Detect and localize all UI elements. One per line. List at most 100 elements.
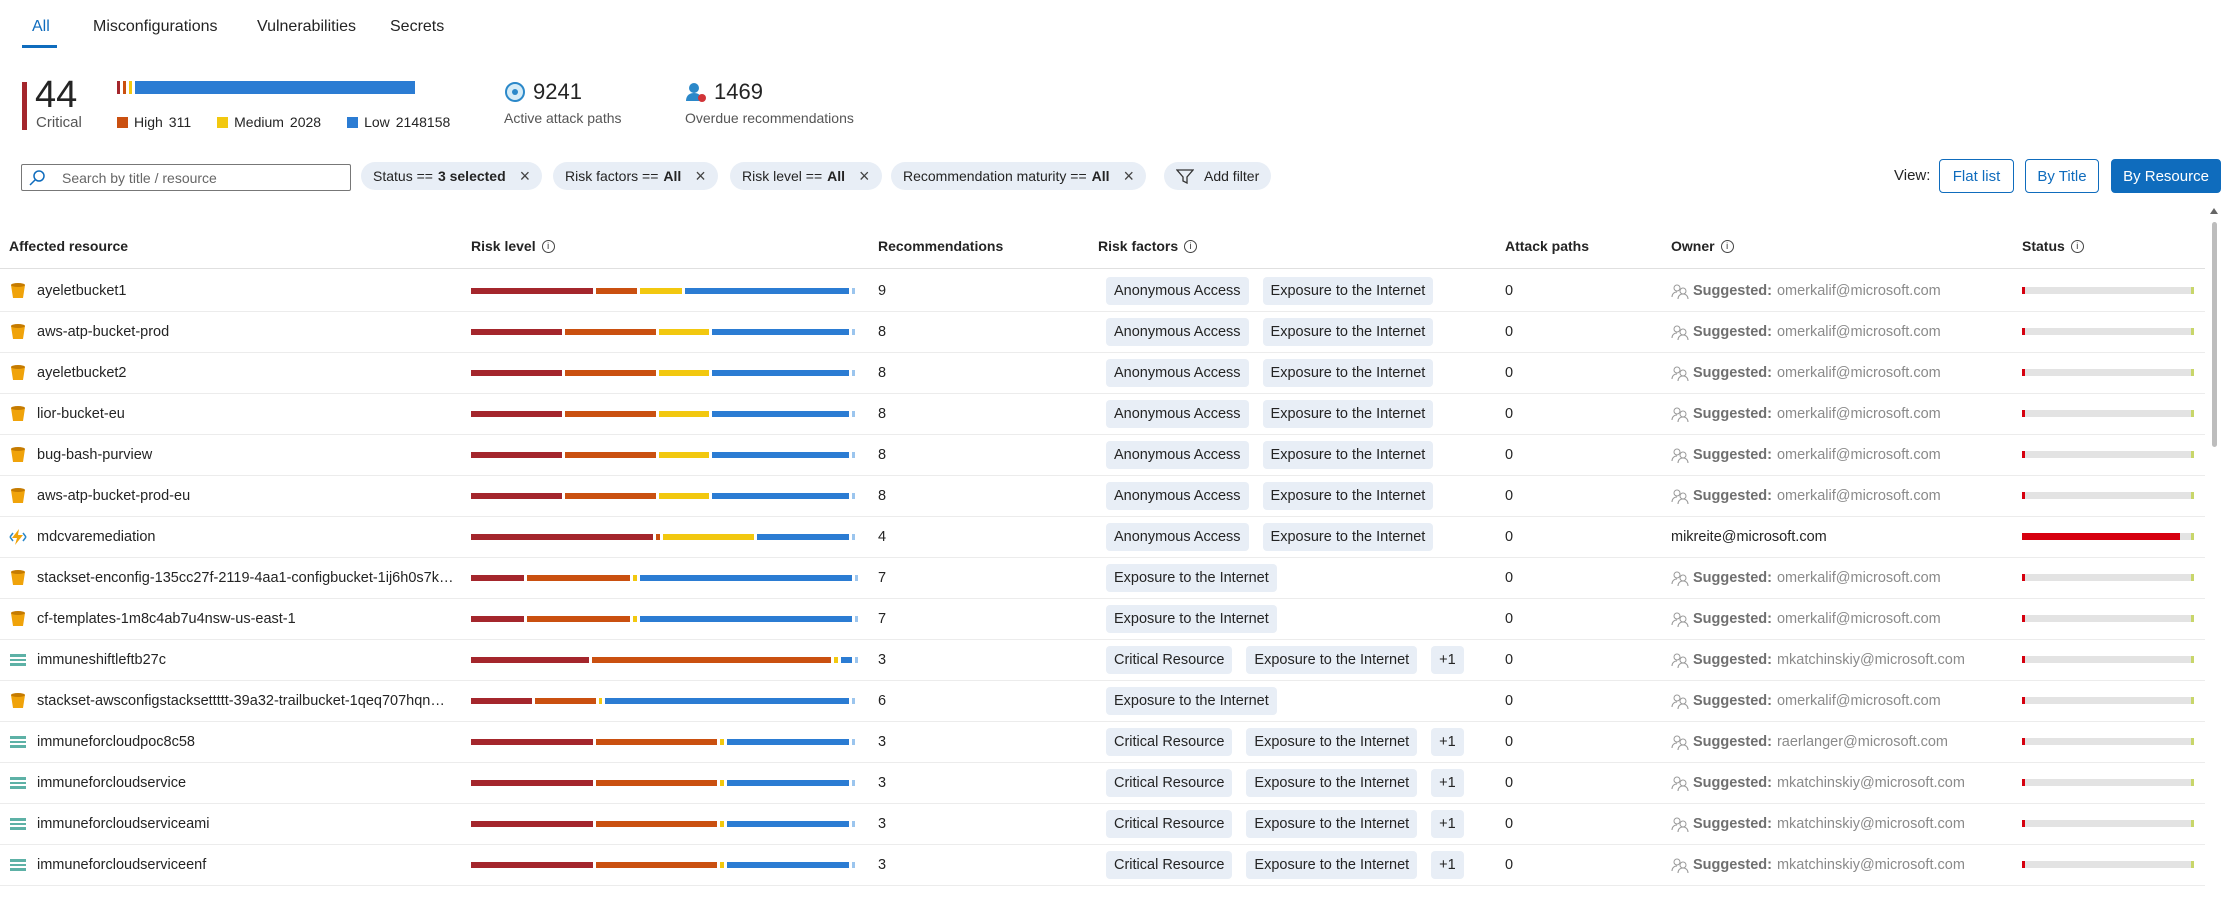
filter-pill[interactable]: Status == 3 selected ×: [361, 162, 543, 190]
tab[interactable]: Misconfigurations: [93, 18, 218, 35]
table-row[interactable]: ayeletbucket2 8 Anonymous Access Exposure t…: [0, 352, 2205, 394]
attack-paths: 0: [1505, 856, 1514, 873]
tab[interactable]: Secrets: [390, 18, 445, 35]
risk-cell: [471, 844, 861, 885]
filter-remove[interactable]: ×: [1123, 165, 1135, 186]
table-row[interactable]: immuneforcloudserviceami 3 Critical Resour…: [0, 803, 2205, 845]
resource-name: stackset-awsconfigstacksettttt-39a32-tra…: [37, 692, 445, 709]
risk-factor-chip: Anonymous Access: [1106, 440, 1249, 469]
filter-remove[interactable]: ×: [695, 165, 706, 186]
header-divider: [0, 268, 2205, 269]
suggested-label: Suggested:: [1693, 569, 1772, 586]
risk-factor-chip: Exposure to the Internet: [1262, 358, 1434, 387]
risk-segment: [685, 287, 849, 294]
risk-factor-chip: Anonymous Access: [1106, 358, 1249, 387]
filter-pill[interactable]: Risk level == All ×: [730, 162, 882, 190]
filter-pill[interactable]: Recommendation maturity == All ×: [891, 162, 1147, 190]
overdue-icon: [686, 83, 706, 102]
people-icon: [1671, 448, 1689, 463]
status-track: [2022, 615, 2194, 622]
table-row[interactable]: mdcvaremediation 4 Anonymous Access Exposur…: [0, 516, 2205, 558]
risk-end: [851, 861, 855, 868]
status-fill: [2022, 451, 2025, 458]
status-fill: [2022, 615, 2025, 622]
status-end: [2191, 492, 2194, 499]
view-label: View:: [1894, 167, 1931, 184]
status-fill: [2022, 287, 2025, 294]
table-row[interactable]: immuneforcloudserviceenf 3 Critical Resour…: [0, 844, 2205, 886]
status-fill: [2022, 574, 2025, 581]
table-row[interactable]: stackset-awsconfigstacksettttt-39a32-tra…: [0, 680, 2205, 722]
filter-value: All: [827, 168, 846, 184]
table-row[interactable]: cf-templates-1m8c4ab7u4nsw-us-east-1 7 Exp…: [0, 598, 2205, 640]
column-header[interactable]: Risk factors i: [1098, 238, 1198, 254]
status-fill: [2022, 328, 2025, 335]
resource-icon: [11, 446, 25, 462]
risk-factor-chip: Exposure to the Internet: [1262, 317, 1434, 346]
legend-item: Low 2148158: [347, 114, 450, 130]
status-end: [2191, 820, 2194, 827]
search-box[interactable]: Search by title / resource: [21, 164, 351, 191]
table-row[interactable]: immuneshiftleftb27c 3 Critical Resource Exp…: [0, 639, 2205, 681]
column-header[interactable]: Affected resource: [9, 238, 128, 254]
resource-cell: lior-bucket-eu: [9, 393, 125, 434]
attack-paths: 0: [1505, 733, 1514, 750]
legend-item: High 311: [117, 114, 191, 130]
owner: Suggested: omerkalif@microsoft.com: [1671, 557, 1941, 598]
filter-pill[interactable]: Risk factors == All ×: [553, 162, 718, 190]
view-button[interactable]: By Resource: [2111, 159, 2221, 193]
add-filter-label: Add filter: [1204, 168, 1260, 184]
filter-remove[interactable]: ×: [519, 165, 531, 186]
column-header[interactable]: Status i: [2022, 238, 2084, 254]
risk-factors: Anonymous Access Exposure to the Internet: [1106, 516, 1447, 557]
risk-end: [855, 574, 859, 581]
table-row[interactable]: aws-atp-bucket-prod-eu 8 Anonymous Access E…: [0, 475, 2205, 517]
search-icon: [29, 169, 45, 186]
risk-segment: [659, 492, 709, 499]
view-button[interactable]: Flat list: [1939, 159, 2014, 193]
recommendations: 6: [878, 692, 887, 709]
risk-segment: [471, 615, 525, 622]
tab[interactable]: All: [32, 18, 50, 35]
table-row[interactable]: aws-atp-bucket-prod 8 Anonymous Access Expo…: [0, 311, 2205, 353]
owner-email: omerkalif@microsoft.com: [1776, 610, 1941, 627]
risk-segment: [726, 820, 849, 827]
column-header-label: Attack paths: [1505, 238, 1590, 254]
column-header[interactable]: Owner i: [1671, 238, 1734, 254]
status-end: [2191, 861, 2194, 868]
status-track: [2022, 779, 2194, 786]
owner-email: mkatchinskiy@microsoft.com: [1776, 856, 1965, 873]
risk-factor-chip: Critical Resource: [1106, 850, 1233, 879]
risk-segment: [595, 861, 718, 868]
status-track: [2022, 861, 2194, 868]
view-button[interactable]: By Title: [2025, 159, 2099, 193]
risk-factor-chip: Exposure to the Internet: [1246, 809, 1418, 838]
column-header[interactable]: Attack paths: [1505, 238, 1589, 254]
attack-paths: 0: [1505, 815, 1514, 832]
recommendations: 3: [878, 733, 887, 750]
attack-paths: 0: [1505, 364, 1514, 381]
more-chip: +1: [1431, 768, 1464, 797]
table-row[interactable]: stackset-enconfig-135cc27f-2119-4aa1-con…: [0, 557, 2205, 599]
table-row[interactable]: immuneforcloudservice 3 Critical Resource E…: [0, 762, 2205, 804]
status-end: [2191, 779, 2194, 786]
filter-remove[interactable]: ×: [859, 165, 870, 186]
table-row[interactable]: immuneforcloudpoc8c58 3 Critical Resource E…: [0, 721, 2205, 763]
table-row[interactable]: lior-bucket-eu 8 Anonymous Access Exposure …: [0, 393, 2205, 435]
risk-segment: [711, 328, 849, 335]
table-row[interactable]: bug-bash-purview 8 Anonymous Access Exposur…: [0, 434, 2205, 476]
recommendations: 7: [878, 610, 887, 627]
scrollbar: [2208, 208, 2220, 898]
add-filter[interactable]: Add filter: [1164, 162, 1272, 190]
risk-factor-chip: Exposure to the Internet: [1246, 768, 1418, 797]
resource-name: bug-bash-purview: [37, 446, 153, 463]
status-fill: [2022, 492, 2025, 499]
tab[interactable]: Vulnerabilities: [257, 18, 357, 35]
owner: Suggested: mkatchinskiy@microsoft.com: [1671, 803, 1965, 844]
risk-end: [851, 820, 855, 827]
table-row[interactable]: ayeletbucket1 9 Anonymous Access Exposure t…: [0, 270, 2205, 312]
recommendations: 8: [878, 405, 887, 422]
attack-path-icon: [505, 82, 525, 102]
column-header[interactable]: Risk level i: [471, 238, 555, 254]
column-header[interactable]: Recommendations: [878, 238, 1003, 254]
